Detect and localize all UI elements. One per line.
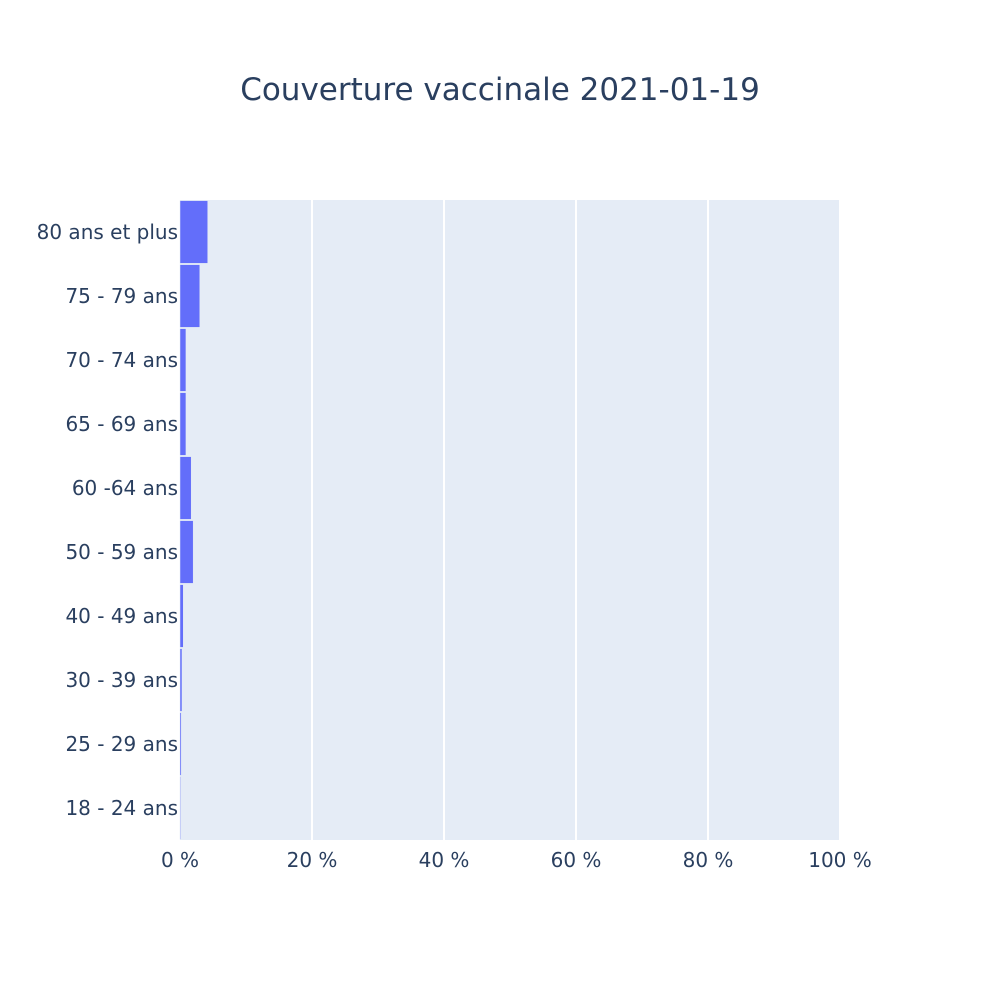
x-tick-label: 80 % [683, 848, 734, 872]
y-tick-label: 70 - 74 ans [65, 348, 178, 372]
bar [179, 712, 182, 776]
y-tick-label: 65 - 69 ans [65, 412, 178, 436]
x-tick-label: 100 % [808, 848, 872, 872]
bar [179, 520, 194, 584]
bar [179, 456, 192, 520]
bar [179, 584, 184, 648]
bar [179, 200, 208, 264]
bar [179, 392, 187, 456]
y-tick-label: 40 - 49 ans [65, 604, 178, 628]
bars [179, 200, 208, 840]
x-tick-label: 60 % [551, 848, 602, 872]
bar [179, 328, 187, 392]
plot-area [180, 200, 840, 840]
x-tick-label: 0 % [161, 848, 199, 872]
bar [179, 776, 181, 840]
x-tick-label: 20 % [287, 848, 338, 872]
y-tick-label: 80 ans et plus [37, 220, 178, 244]
y-tick-label: 30 - 39 ans [65, 668, 178, 692]
bar [179, 648, 183, 712]
y-tick-label: 75 - 79 ans [65, 284, 178, 308]
bar [179, 264, 201, 328]
y-tick-label: 25 - 29 ans [65, 732, 178, 756]
y-tick-label: 18 - 24 ans [65, 796, 178, 820]
chart-title: Couverture vaccinale 2021-01-19 [240, 72, 760, 108]
y-tick-label: 50 - 59 ans [65, 540, 178, 564]
y-tick-label: 60 -64 ans [72, 476, 178, 500]
grid-lines [311, 200, 841, 840]
x-tick-label: 40 % [419, 848, 470, 872]
x-axis-tick-labels: 0 % 20 % 40 % 60 % 80 % 100 % [161, 848, 872, 872]
y-axis-tick-labels: 80 ans et plus 75 - 79 ans 70 - 74 ans 65 -… [37, 220, 178, 820]
